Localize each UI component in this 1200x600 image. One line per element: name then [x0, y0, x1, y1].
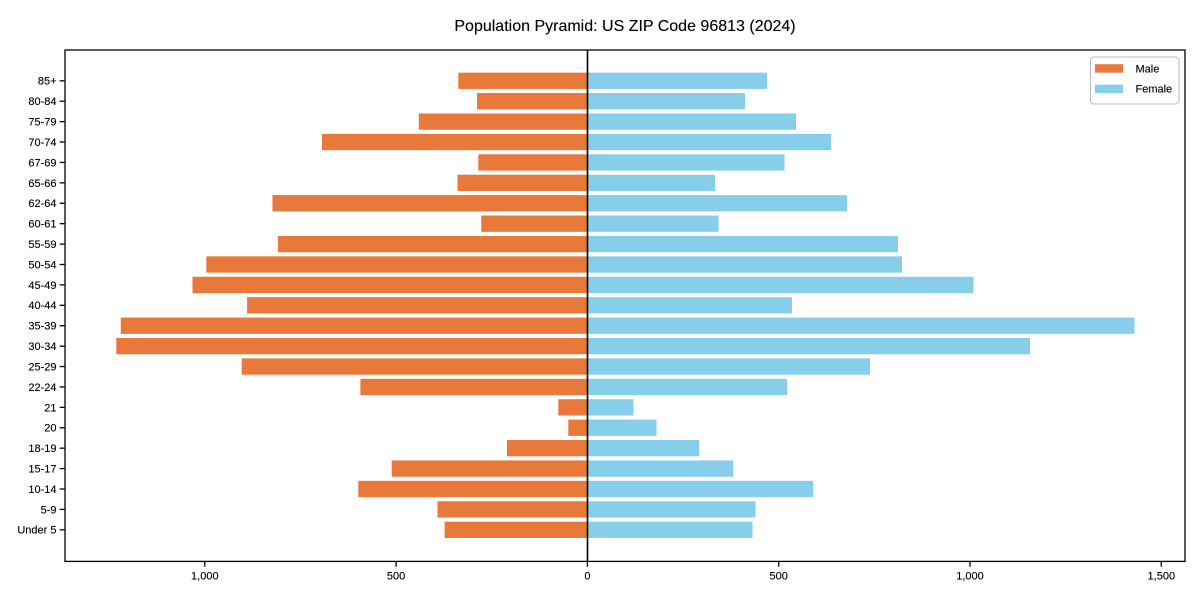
- svg-text:5-9: 5-9: [41, 504, 57, 516]
- svg-text:80-84: 80-84: [28, 96, 56, 108]
- svg-text:85+: 85+: [38, 76, 57, 88]
- svg-text:1,000: 1,000: [191, 571, 219, 583]
- svg-text:45-49: 45-49: [28, 280, 56, 292]
- svg-text:35-39: 35-39: [28, 321, 56, 333]
- svg-text:75-79: 75-79: [28, 117, 56, 129]
- svg-text:Population Pyramid: US ZIP Cod: Population Pyramid: US ZIP Code 96813 (2…: [454, 18, 795, 35]
- svg-text:20: 20: [44, 423, 56, 435]
- svg-text:Male: Male: [1136, 63, 1160, 75]
- svg-text:62-64: 62-64: [28, 198, 56, 210]
- svg-text:500: 500: [770, 571, 788, 583]
- svg-text:21: 21: [44, 402, 56, 414]
- svg-text:25-29: 25-29: [28, 361, 56, 373]
- svg-text:Under 5: Under 5: [17, 525, 56, 537]
- svg-text:1,500: 1,500: [1148, 571, 1176, 583]
- svg-text:50-54: 50-54: [28, 259, 56, 271]
- svg-text:10-14: 10-14: [28, 484, 56, 496]
- svg-text:22-24: 22-24: [28, 382, 56, 394]
- svg-text:1,000: 1,000: [956, 571, 984, 583]
- svg-text:60-61: 60-61: [28, 219, 56, 231]
- svg-text:55-59: 55-59: [28, 239, 56, 251]
- svg-text:18-19: 18-19: [28, 443, 56, 455]
- svg-text:70-74: 70-74: [28, 137, 56, 149]
- svg-text:0: 0: [584, 571, 590, 583]
- svg-text:40-44: 40-44: [28, 300, 56, 312]
- svg-text:500: 500: [387, 571, 405, 583]
- svg-text:65-66: 65-66: [28, 178, 56, 190]
- svg-text:15-17: 15-17: [28, 463, 56, 475]
- svg-text:Female: Female: [1136, 84, 1173, 96]
- svg-text:67-69: 67-69: [28, 157, 56, 169]
- svg-text:30-34: 30-34: [28, 341, 56, 353]
